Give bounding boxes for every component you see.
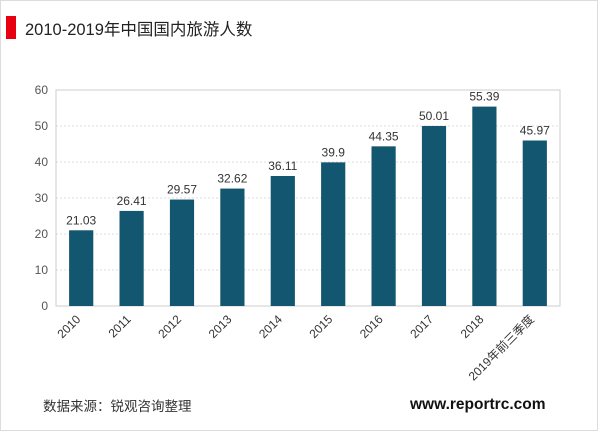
svg-text:2018: 2018: [458, 312, 487, 341]
svg-text:2013: 2013: [206, 312, 235, 341]
svg-text:55.39: 55.39: [469, 90, 499, 104]
svg-text:20: 20: [35, 227, 49, 241]
svg-text:2017: 2017: [407, 312, 436, 341]
svg-text:2012: 2012: [155, 312, 184, 341]
svg-text:2011: 2011: [106, 312, 134, 340]
svg-text:40: 40: [35, 155, 49, 169]
svg-text:44.35: 44.35: [369, 129, 399, 143]
svg-text:32.62: 32.62: [217, 172, 247, 186]
svg-text:29.57: 29.57: [167, 183, 197, 197]
svg-text:36.11: 36.11: [268, 159, 297, 173]
svg-text:2015: 2015: [307, 312, 336, 341]
svg-text:50.01: 50.01: [419, 109, 449, 123]
svg-text:30: 30: [35, 191, 49, 205]
svg-text:50: 50: [35, 119, 49, 133]
svg-text:0: 0: [41, 299, 48, 313]
svg-text:21.03: 21.03: [66, 213, 96, 227]
svg-text:60: 60: [35, 83, 49, 97]
svg-text:26.41: 26.41: [117, 194, 147, 208]
svg-text:2016: 2016: [357, 312, 386, 341]
svg-text:39.9: 39.9: [322, 145, 346, 159]
svg-text:10: 10: [35, 263, 49, 277]
svg-text:2014: 2014: [256, 312, 285, 341]
svg-text:2010: 2010: [55, 312, 84, 341]
svg-text:45.97: 45.97: [520, 124, 550, 138]
